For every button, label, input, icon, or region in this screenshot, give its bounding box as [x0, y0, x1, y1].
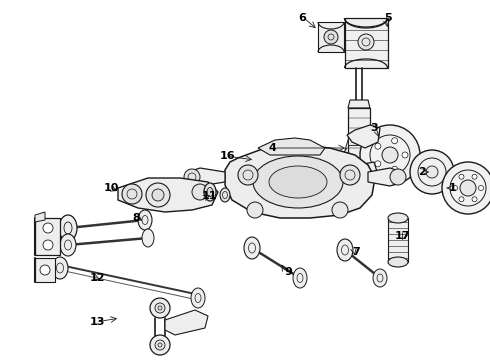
Ellipse shape [373, 269, 387, 287]
Ellipse shape [269, 166, 327, 198]
Circle shape [344, 193, 352, 201]
Text: 5: 5 [384, 13, 392, 23]
Text: 6: 6 [298, 13, 306, 23]
Circle shape [479, 185, 484, 190]
Text: 13: 13 [90, 317, 105, 327]
Circle shape [122, 184, 142, 204]
Circle shape [43, 240, 53, 250]
Circle shape [390, 169, 406, 185]
Text: 2: 2 [418, 167, 426, 177]
Polygon shape [388, 218, 408, 262]
Circle shape [472, 174, 477, 179]
Polygon shape [165, 310, 208, 335]
Text: 8: 8 [132, 213, 140, 223]
Circle shape [192, 184, 208, 200]
Circle shape [360, 125, 420, 185]
Text: 12: 12 [90, 273, 105, 283]
Circle shape [382, 147, 398, 163]
Circle shape [155, 340, 165, 350]
Circle shape [375, 143, 381, 149]
Text: 10: 10 [104, 183, 120, 193]
Text: 7: 7 [352, 247, 360, 257]
Text: 1: 1 [448, 183, 456, 193]
Polygon shape [345, 18, 388, 68]
Polygon shape [347, 125, 380, 148]
Text: 17: 17 [394, 231, 410, 241]
Polygon shape [35, 218, 60, 255]
Text: 3: 3 [370, 123, 378, 133]
Circle shape [472, 197, 477, 202]
Circle shape [452, 185, 458, 190]
Circle shape [43, 223, 53, 233]
Ellipse shape [204, 183, 216, 201]
Ellipse shape [337, 239, 353, 261]
Circle shape [410, 150, 454, 194]
Ellipse shape [244, 237, 260, 259]
Circle shape [184, 169, 200, 185]
Polygon shape [348, 135, 358, 145]
Ellipse shape [293, 268, 307, 288]
Text: 11: 11 [202, 191, 218, 201]
Polygon shape [35, 212, 45, 222]
Circle shape [426, 166, 438, 178]
Circle shape [459, 197, 464, 202]
Circle shape [146, 183, 170, 207]
Ellipse shape [142, 229, 154, 247]
Polygon shape [350, 162, 378, 185]
Circle shape [392, 138, 398, 144]
Circle shape [340, 165, 360, 185]
Circle shape [459, 174, 464, 179]
Polygon shape [368, 168, 402, 186]
Circle shape [150, 335, 170, 355]
Circle shape [247, 202, 263, 218]
Circle shape [358, 34, 374, 50]
Circle shape [152, 189, 164, 201]
Circle shape [150, 298, 170, 318]
Ellipse shape [60, 234, 76, 256]
Polygon shape [188, 168, 225, 186]
Polygon shape [258, 138, 325, 155]
Polygon shape [348, 100, 370, 108]
Ellipse shape [52, 257, 68, 279]
Circle shape [392, 166, 398, 172]
Circle shape [442, 162, 490, 214]
Circle shape [460, 180, 476, 196]
Circle shape [324, 30, 338, 44]
Polygon shape [118, 178, 218, 212]
Ellipse shape [220, 188, 230, 202]
Circle shape [332, 202, 348, 218]
Ellipse shape [388, 257, 408, 267]
Text: 4: 4 [268, 143, 276, 153]
Ellipse shape [191, 288, 205, 308]
Polygon shape [225, 145, 375, 218]
Ellipse shape [388, 213, 408, 223]
Circle shape [375, 161, 381, 167]
Circle shape [40, 265, 50, 275]
Polygon shape [35, 258, 55, 282]
Ellipse shape [59, 215, 77, 241]
Polygon shape [318, 22, 344, 52]
Text: 16: 16 [220, 151, 236, 161]
Circle shape [360, 193, 368, 201]
Ellipse shape [253, 156, 343, 208]
Ellipse shape [138, 210, 152, 230]
Polygon shape [348, 108, 370, 158]
Circle shape [402, 152, 408, 158]
Text: 9: 9 [284, 267, 292, 277]
Circle shape [238, 165, 258, 185]
Ellipse shape [207, 188, 213, 197]
Circle shape [155, 303, 165, 313]
